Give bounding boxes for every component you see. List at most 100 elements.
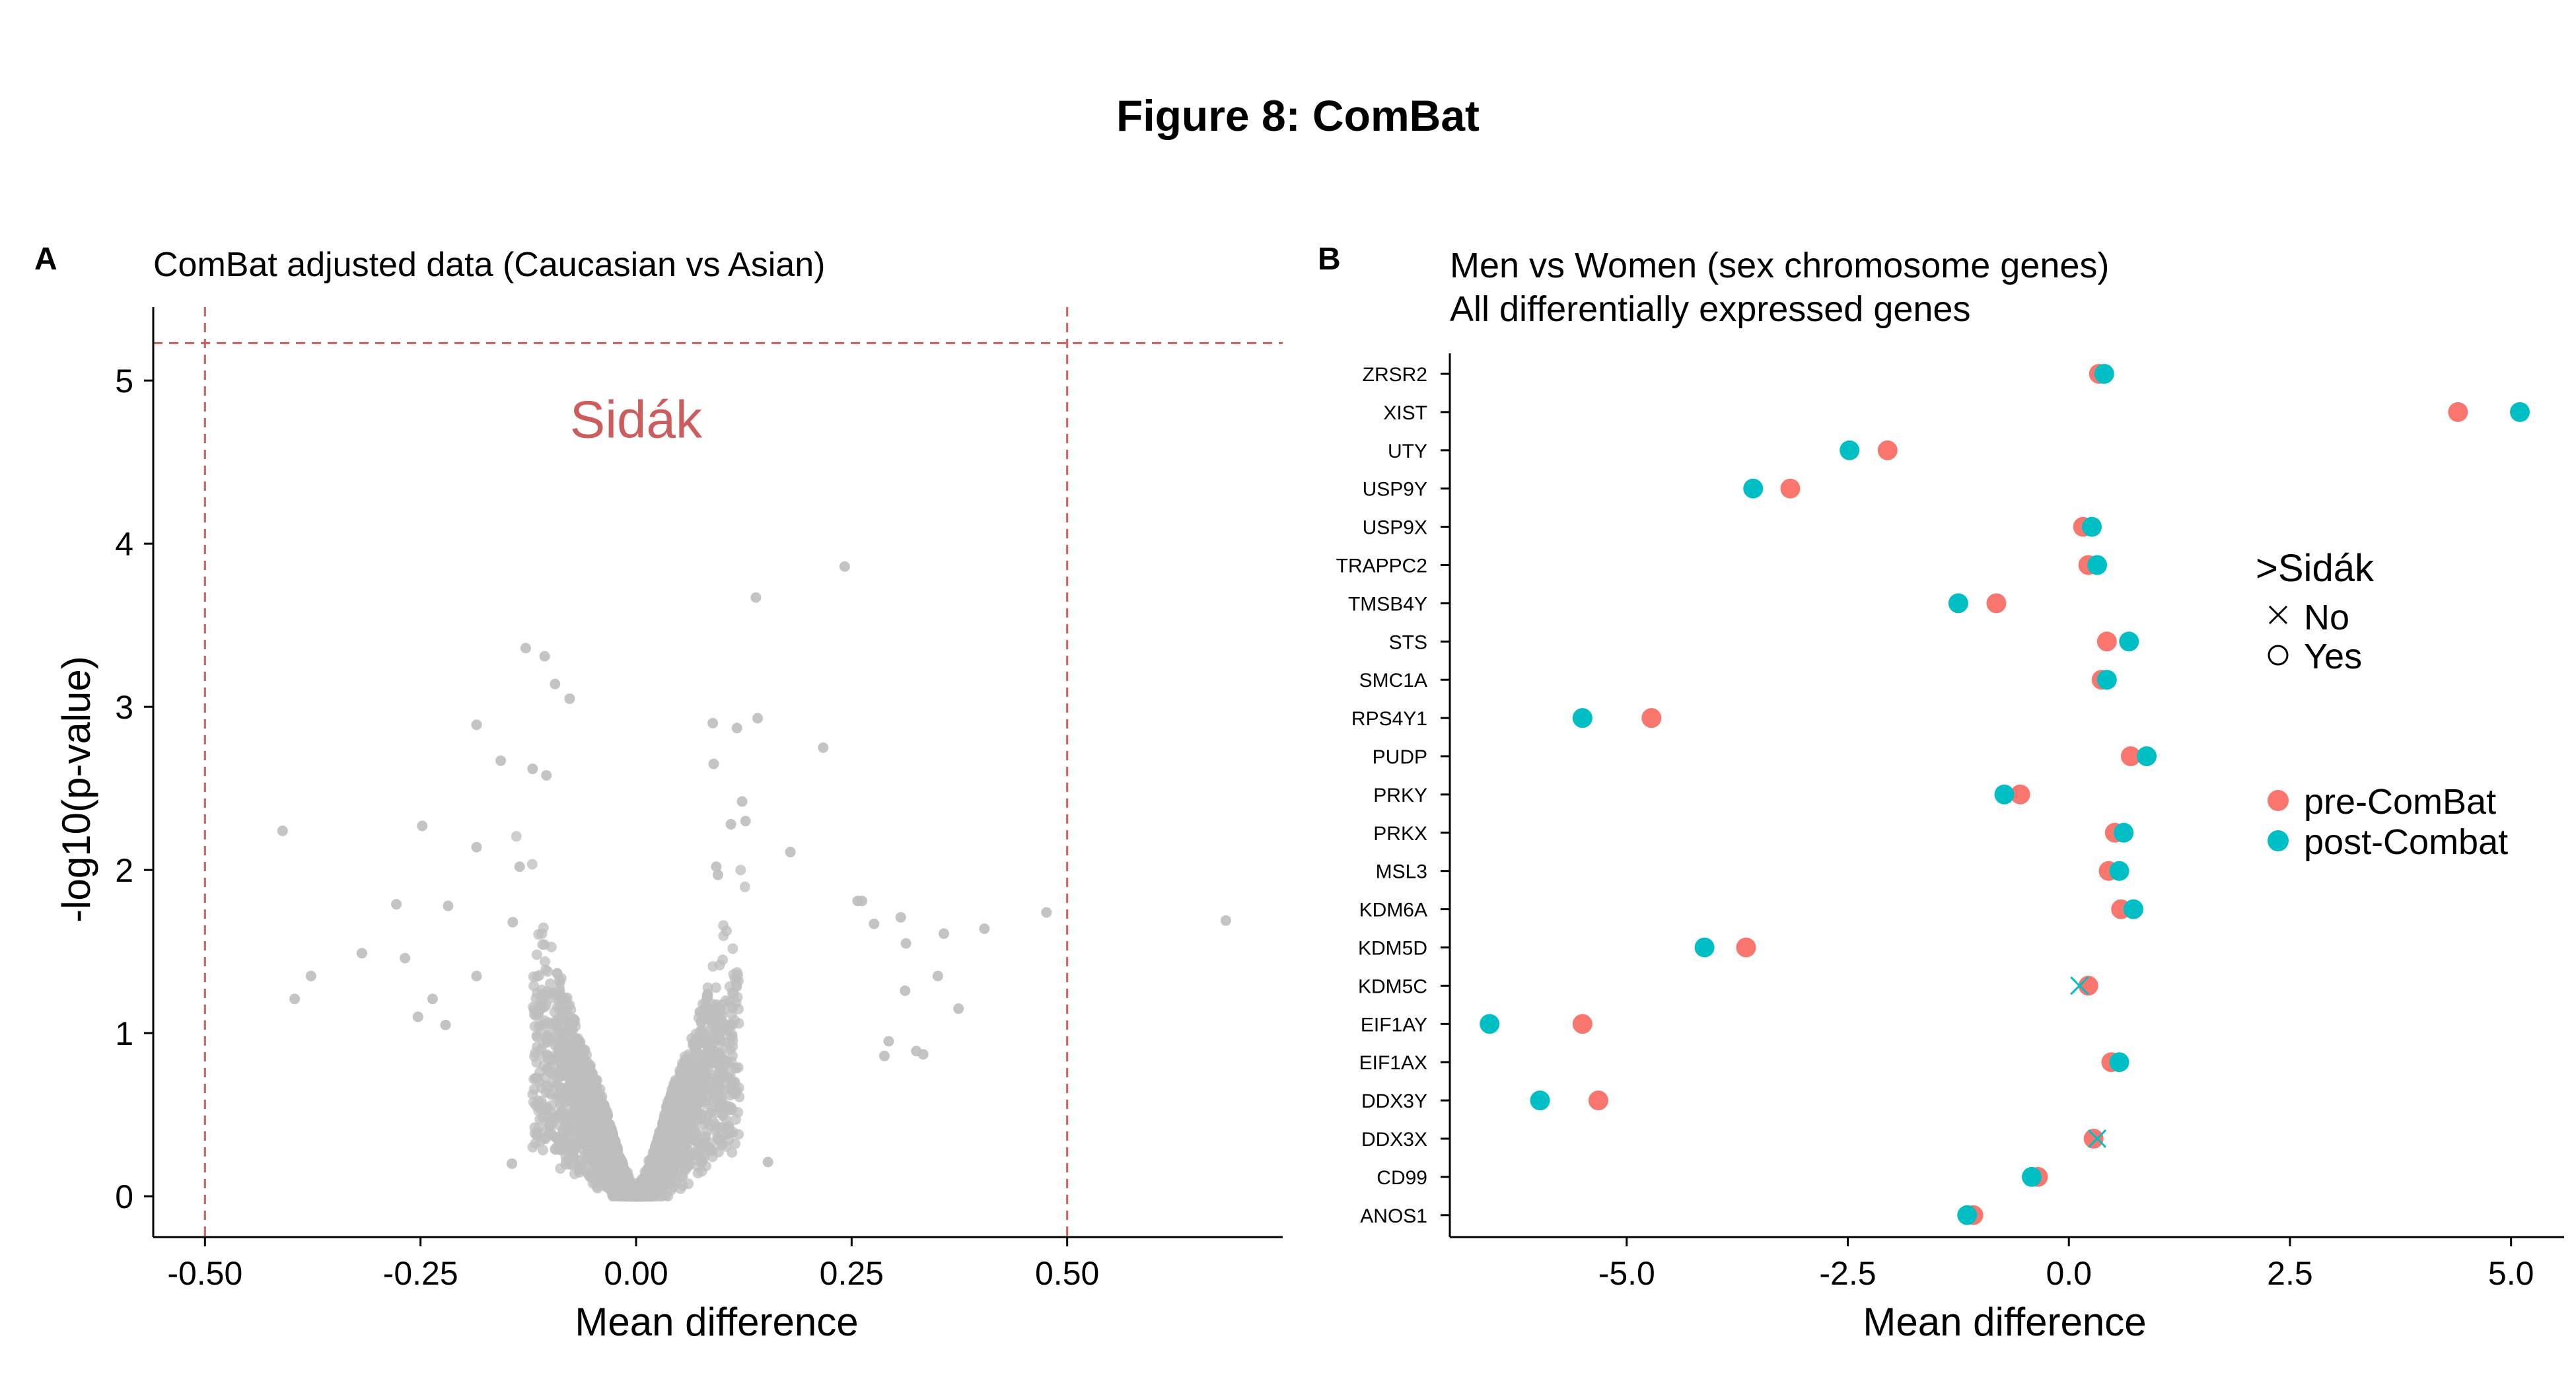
point-post-DDX3X [2088, 1129, 2107, 1149]
volcano-point [696, 1166, 707, 1177]
point-post-SMC1A [2096, 670, 2117, 690]
volcano-outlier-53 [762, 1156, 773, 1168]
gene-label: KDM6A [1359, 900, 1427, 921]
volcano-point [602, 1170, 613, 1182]
legend-no-symbol [2268, 605, 2288, 625]
volcano-point [532, 988, 543, 999]
volcano-point [724, 1019, 735, 1030]
volcano-point [527, 1141, 538, 1153]
volcano-point [587, 1178, 598, 1189]
panel-a-points [277, 561, 1231, 1169]
panel-a-ytick-label: 3 [115, 689, 133, 726]
volcano-point [690, 1047, 701, 1058]
volcano-point [542, 1102, 553, 1114]
volcano-point [537, 939, 548, 950]
point-post-RPS4Y1 [1572, 708, 1592, 729]
point-post-XIST [2510, 402, 2530, 422]
volcano-outlier-22 [725, 819, 736, 830]
volcano-point [647, 1162, 658, 1174]
gene-label: STS [1389, 631, 1427, 653]
volcano-point [699, 1140, 710, 1151]
panel-b-title: Men vs Women (sex chromosome genes) [1450, 246, 2109, 285]
volcano-point [668, 1123, 680, 1133]
point-pre-TMSB4Y [1986, 593, 2007, 614]
volcano-outlier-4 [550, 678, 561, 690]
volcano-outlier-37 [356, 948, 367, 959]
volcano-point [698, 1077, 709, 1088]
point-post-PRKY [1994, 784, 2015, 804]
point-pre-KDM5D [1736, 937, 1756, 958]
volcano-outlier-18 [471, 841, 482, 853]
volcano-outlier-47 [917, 1049, 929, 1060]
volcano-point [686, 1080, 697, 1091]
volcano-point [561, 992, 573, 1003]
volcano-outlier-30 [1041, 907, 1052, 918]
point-post-KDM5C [2070, 976, 2089, 995]
volcano-outlier-0 [839, 561, 850, 572]
point-post-KDM5D [1694, 937, 1715, 958]
point-pre-PRKY [2010, 784, 2030, 804]
volcano-outlier-39 [412, 1011, 423, 1022]
volcano-outlier-49 [514, 861, 525, 872]
volcano-point [725, 1104, 736, 1116]
volcano-point [710, 1107, 721, 1118]
gene-label: ZRSR2 [1363, 364, 1427, 386]
panel-a-thresholds [153, 307, 1283, 1237]
panel-b-axes: -5.0 -2.5 0.0 2.5 5.0 [1441, 353, 2564, 1292]
volcano-point [697, 1027, 708, 1038]
volcano-outlier-8 [731, 723, 742, 734]
volcano-point [635, 1182, 647, 1193]
legend-sidak-title: >Sidák [2256, 547, 2375, 590]
volcano-point [568, 1014, 579, 1025]
point-post-PUDP [2137, 746, 2157, 766]
volcano-point [561, 1121, 573, 1132]
volcano-outlier-16 [391, 899, 402, 910]
volcano-point [543, 1081, 554, 1092]
panel-a-ytick-label: 1 [115, 1015, 133, 1052]
point-post-USP9Y [1743, 478, 1764, 499]
volcano-point [582, 1057, 593, 1068]
volcano-point [555, 1041, 566, 1052]
volcano-point [700, 1098, 711, 1110]
volcano-point [542, 966, 554, 977]
panel-b-xlabel: Mean difference [1863, 1300, 2146, 1344]
panel-a-label: A [34, 242, 57, 277]
volcano-point [683, 1160, 694, 1170]
volcano-point [666, 1184, 676, 1195]
volcano-point [528, 1004, 540, 1015]
volcano-point [691, 1148, 701, 1159]
point-pre-DDX3X [2083, 1129, 2104, 1149]
panel-a-ytick-label: 2 [115, 852, 133, 889]
volcano-point [727, 1029, 738, 1040]
panel-a-ytick-label: 0 [115, 1178, 133, 1215]
point-post-MSL3 [2109, 861, 2129, 881]
panel-b: B Men vs Women (sex chromosome genes) Al… [1318, 242, 2564, 1344]
panel-a-point-cloud [511, 831, 750, 1202]
volcano-point [571, 1125, 582, 1136]
volcano-point [528, 971, 539, 982]
volcano-point [727, 943, 738, 954]
volcano-outlier-7 [707, 717, 719, 729]
volcano-point [689, 1064, 700, 1075]
volcano-outlier-3 [539, 651, 550, 662]
gene-label: EIF1AY [1361, 1014, 1427, 1036]
panel-b-gene-labels: ZRSR2 XIST UTY USP9Y USP9X TRAPPC2 TMSB4Y STS SM… [1336, 364, 1427, 1227]
gene-label: USP9X [1363, 517, 1427, 539]
point-post-EIF1AY [1480, 1014, 1500, 1034]
volcano-outlier-44 [900, 985, 911, 997]
volcano-point [714, 1033, 725, 1044]
gene-label: EIF1AX [1359, 1052, 1427, 1074]
legend-no-label: No [2304, 598, 2349, 637]
volcano-outlier-11 [818, 742, 829, 753]
volcano-point [568, 1136, 579, 1147]
volcano-outlier-15 [541, 769, 552, 781]
point-pre-RPS4Y1 [1641, 708, 1662, 729]
sidak-annotation: Sidák [570, 390, 703, 449]
legend-pre-combat-label: pre-ComBat [2304, 782, 2496, 822]
panel-b-subtitle: All differentially expressed genes [1450, 289, 1970, 329]
volcano-point [562, 1000, 573, 1011]
volcano-point [668, 1161, 680, 1172]
volcano-point [711, 1073, 723, 1085]
volcano-outlier-2 [520, 643, 531, 654]
volcano-outlier-52 [507, 1158, 518, 1169]
